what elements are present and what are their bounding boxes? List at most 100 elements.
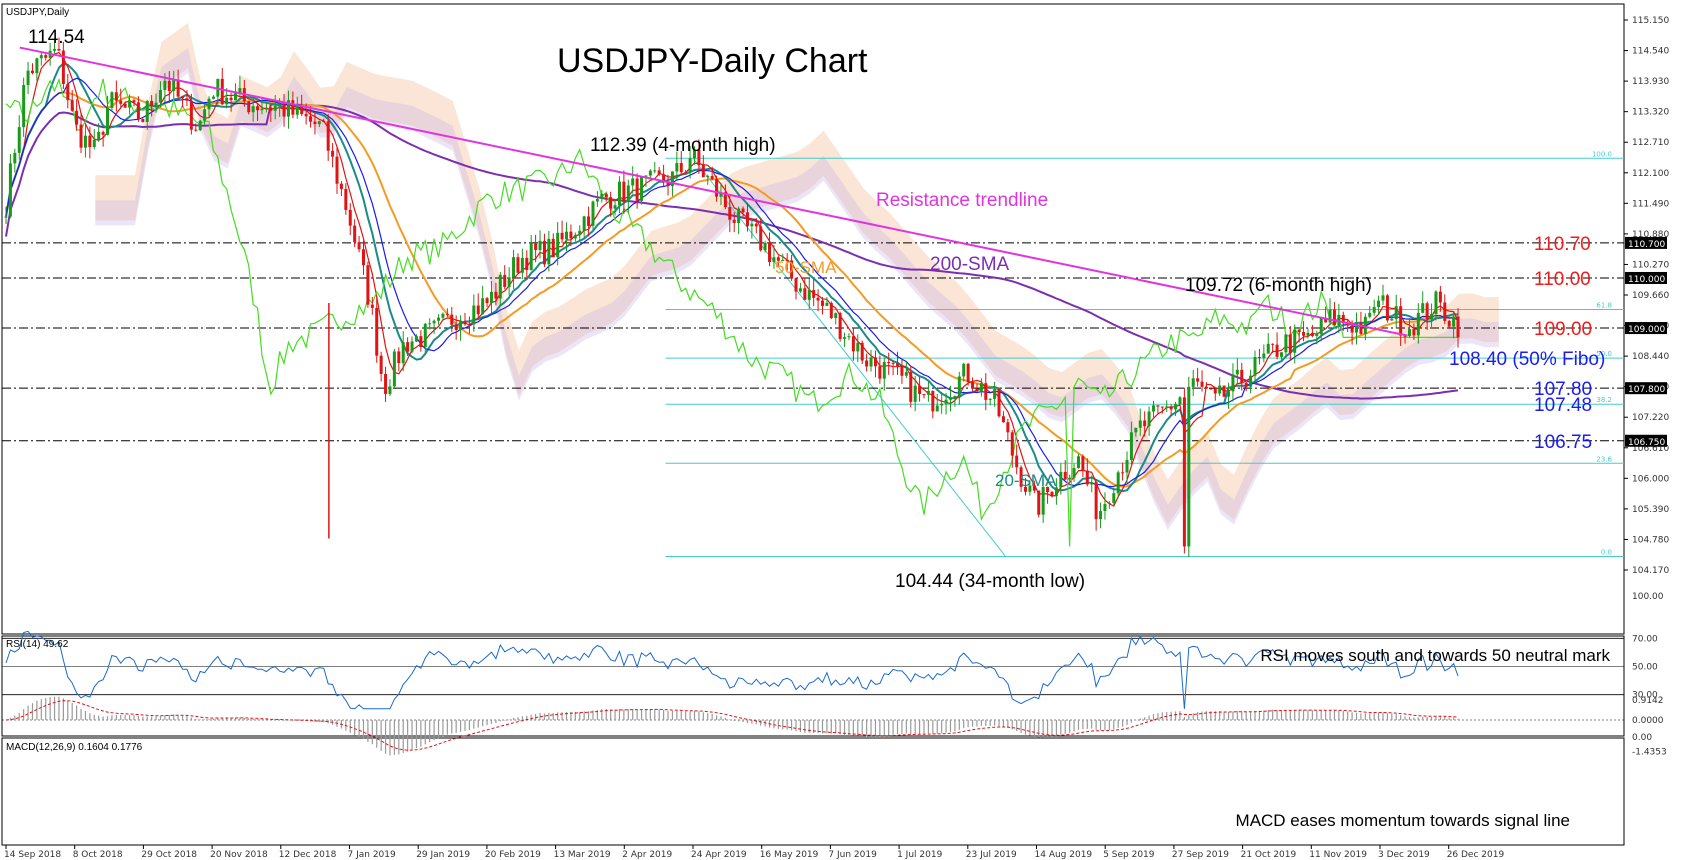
candle-body bbox=[498, 274, 502, 299]
candle-body bbox=[582, 216, 586, 231]
candle-body bbox=[1253, 357, 1257, 376]
candle-body bbox=[1438, 291, 1442, 303]
candle-body bbox=[803, 288, 807, 300]
date-tick-label: 29 Oct 2018 bbox=[141, 850, 197, 860]
candle-body bbox=[918, 385, 922, 395]
key-level-label: 108.40 (50% Fibo) bbox=[1449, 349, 1605, 370]
candle-body bbox=[278, 104, 282, 106]
fib-label: 0.0 bbox=[1601, 548, 1612, 556]
rsi-panel: 100.00 70.00 50.00 30.00 0.00 bbox=[2, 592, 1664, 743]
candle-body bbox=[1147, 411, 1151, 427]
candle-body bbox=[1054, 487, 1058, 497]
candle-body bbox=[379, 355, 383, 374]
fibonacci-levels: 100.0 61.8 50.0 38.2 23.6 0.0 bbox=[665, 150, 1624, 557]
candle-body bbox=[313, 121, 317, 125]
macd-tick-label: 0.0000 bbox=[1632, 716, 1664, 726]
candle-body bbox=[644, 175, 648, 177]
candle-body bbox=[75, 110, 79, 125]
price-tick-label: 107.220 bbox=[1632, 413, 1669, 423]
candle-body bbox=[220, 78, 224, 105]
candle-body bbox=[481, 298, 485, 315]
date-tick-label: 27 Sep 2019 bbox=[1172, 850, 1229, 860]
candle-body bbox=[1456, 316, 1460, 338]
candle-body bbox=[856, 342, 860, 352]
tenkan-line bbox=[5, 51, 1459, 507]
date-tick-label: 24 Apr 2019 bbox=[691, 850, 747, 860]
candle-body bbox=[825, 302, 829, 306]
candle-body bbox=[604, 193, 608, 198]
rsi-tick-label: 30.00 bbox=[1632, 691, 1658, 701]
candle-body bbox=[326, 121, 330, 151]
candle-body bbox=[556, 232, 560, 258]
candle-body bbox=[816, 297, 820, 301]
price-tag-box bbox=[1625, 382, 1667, 395]
annotation-text: 104.44 (34-month low) bbox=[895, 571, 1085, 592]
annotation-text: Resistance trendline bbox=[876, 190, 1048, 211]
candle-body bbox=[388, 386, 392, 394]
candle-body bbox=[410, 341, 414, 352]
rsi-line bbox=[5, 630, 1459, 710]
date-tick-label: 29 Jan 2019 bbox=[416, 850, 470, 860]
price-tick-label: 112.710 bbox=[1632, 138, 1669, 148]
candle-body bbox=[542, 240, 546, 265]
date-tick-label: 7 Jun 2019 bbox=[828, 850, 877, 860]
candle-body bbox=[286, 100, 290, 117]
candle-body bbox=[648, 170, 652, 176]
candle-body bbox=[22, 84, 26, 128]
candle-body bbox=[1160, 406, 1164, 408]
candle-body bbox=[1235, 369, 1239, 375]
candle-body bbox=[520, 257, 524, 273]
candle-body bbox=[39, 55, 43, 59]
candle-body bbox=[900, 365, 904, 376]
candle-body bbox=[1381, 295, 1385, 301]
candle-body bbox=[423, 323, 427, 348]
candle-body bbox=[754, 223, 758, 227]
candle-body bbox=[640, 176, 644, 201]
candle-body bbox=[997, 388, 1001, 417]
candle-body bbox=[971, 381, 975, 389]
candle-body bbox=[194, 129, 198, 131]
candle-body bbox=[485, 298, 489, 304]
candle-body bbox=[613, 205, 617, 209]
key-level-label: 110.70 bbox=[1534, 234, 1591, 255]
candle-body bbox=[1169, 406, 1173, 410]
candle-body bbox=[4, 216, 8, 218]
candle-body bbox=[1350, 325, 1354, 333]
candle-body bbox=[1094, 482, 1098, 520]
macd-panel-frame bbox=[1, 737, 1625, 846]
candle-body bbox=[829, 302, 833, 319]
candle-body bbox=[1072, 468, 1076, 478]
candle-body bbox=[732, 219, 736, 224]
candle-body bbox=[1001, 416, 1005, 423]
candle-body bbox=[53, 48, 57, 51]
candle-body bbox=[763, 242, 767, 251]
candle-body bbox=[1156, 405, 1160, 407]
candle-body bbox=[1174, 404, 1178, 410]
candle-body bbox=[1222, 385, 1226, 397]
candle-body bbox=[136, 102, 140, 120]
candle-body bbox=[940, 403, 944, 406]
candle-body bbox=[684, 172, 688, 174]
date-tick-label: 14 Sep 2018 bbox=[4, 850, 61, 860]
candle-body bbox=[1112, 493, 1116, 503]
candle-body bbox=[291, 100, 295, 115]
price-tick-label: 111.490 bbox=[1632, 199, 1669, 209]
candle-body bbox=[238, 88, 242, 94]
candle-body bbox=[1116, 472, 1120, 494]
candle-body bbox=[154, 102, 158, 107]
candle-body bbox=[454, 324, 458, 330]
price-tick-label: 115.150 bbox=[1632, 16, 1669, 26]
candle-body bbox=[904, 372, 908, 376]
candle-body bbox=[1200, 381, 1204, 387]
candle-body bbox=[794, 278, 798, 292]
candle-body bbox=[172, 79, 176, 91]
candle-body bbox=[1076, 456, 1080, 469]
candle-body bbox=[1191, 378, 1195, 387]
candle-body bbox=[573, 234, 577, 239]
candle-body bbox=[97, 131, 101, 140]
candle-body bbox=[1302, 332, 1306, 336]
candle-body bbox=[128, 100, 132, 108]
fib-label: 61.8 bbox=[1596, 302, 1612, 310]
candle-body bbox=[1310, 332, 1314, 337]
